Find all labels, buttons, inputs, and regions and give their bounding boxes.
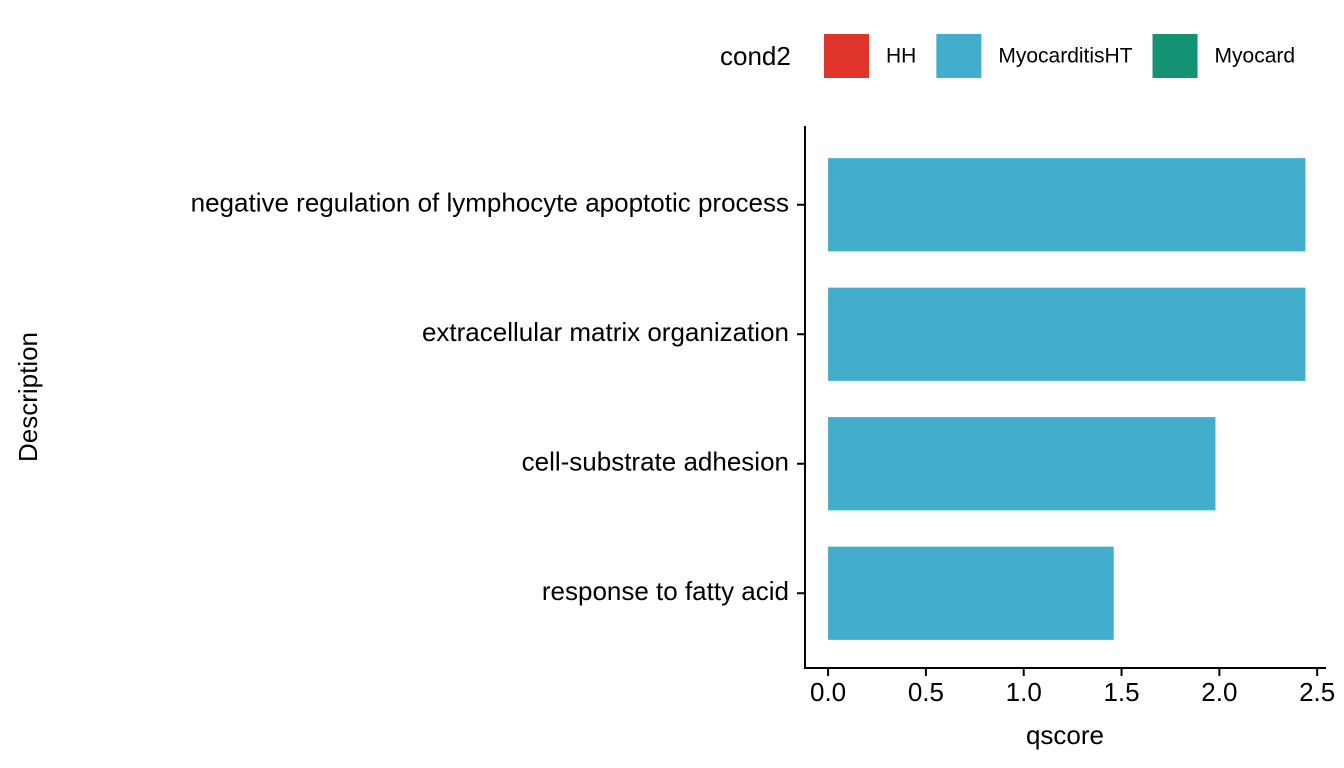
bar	[828, 158, 1306, 252]
legend-label: HH	[886, 45, 916, 68]
bar	[828, 287, 1306, 381]
y-tick-label: extracellular matrix organization	[422, 317, 789, 347]
y-tick-label: response to fatty acid	[542, 576, 789, 606]
y-tick-label: cell-substrate adhesion	[522, 447, 789, 477]
legend-label: MyocarditisHT	[998, 45, 1132, 68]
legend-swatch	[936, 34, 982, 78]
bar	[828, 546, 1114, 640]
x-axis-label: qscore	[1026, 720, 1104, 750]
legend-swatch	[1152, 34, 1198, 78]
legend-title: cond2	[720, 41, 791, 71]
legend-label: Myocard	[1215, 45, 1296, 68]
x-tick-label: 2.5	[1299, 677, 1335, 707]
legend-swatch	[824, 34, 869, 78]
x-tick-label: 2.0	[1201, 677, 1237, 707]
x-tick-label: 0.0	[810, 677, 846, 707]
bar	[828, 417, 1216, 511]
x-tick-label: 0.5	[908, 677, 944, 707]
y-tick-label: negative regulation of lymphocyte apopto…	[191, 188, 789, 218]
x-tick-label: 1.5	[1103, 677, 1139, 707]
x-tick-label: 1.0	[1006, 677, 1042, 707]
y-axis-label: Description	[13, 332, 43, 462]
